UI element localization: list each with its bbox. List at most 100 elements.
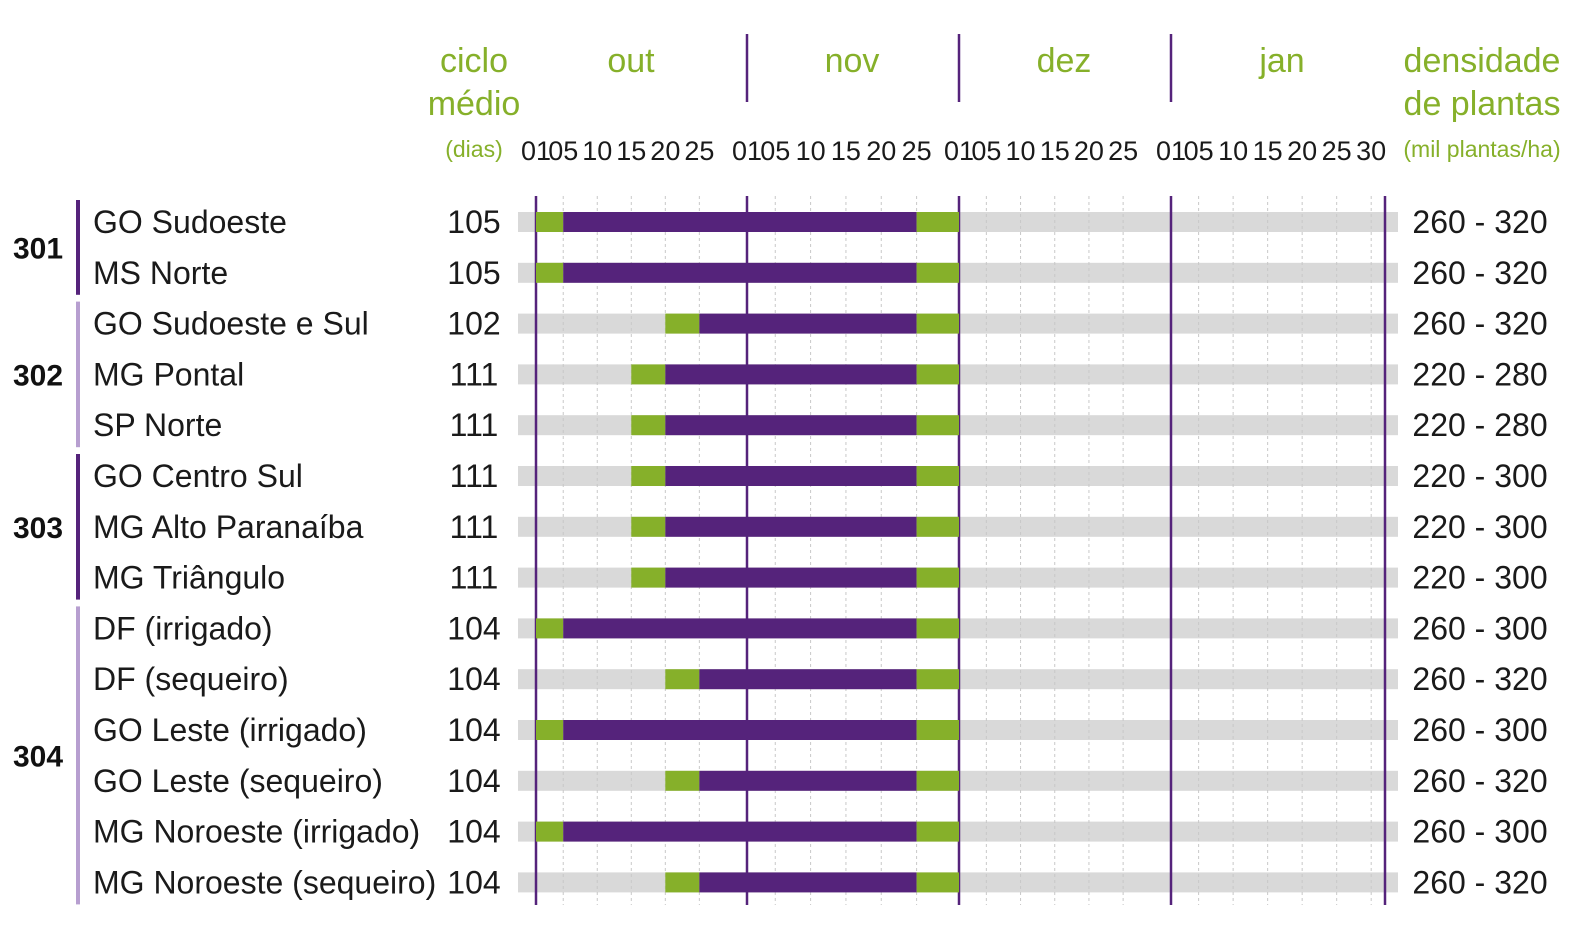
header-density-line1: densidade (1404, 42, 1561, 80)
day-tick-label: 05 (760, 136, 790, 166)
text-layer: ciclo médio (dias) densidade de plantas (mil … (13, 42, 1561, 905)
bar-layer (536, 212, 959, 893)
group-label: 302 (13, 359, 63, 392)
bar-tolerated-start (631, 516, 666, 537)
cycle-value: 104 (447, 814, 500, 850)
region-label: MG Noroeste (irrigado) (93, 814, 420, 850)
day-tick-label: 01 (521, 136, 551, 166)
cycle-value: 111 (450, 509, 499, 545)
cycle-value: 104 (447, 661, 500, 697)
day-tick-label: 15 (831, 136, 861, 166)
region-label: GO Leste (sequeiro) (93, 763, 383, 799)
day-tick-label: 01 (732, 136, 762, 166)
bar-tolerated-start (631, 415, 666, 436)
cycle-value: 105 (447, 204, 500, 240)
cycle-value: 104 (447, 864, 500, 900)
region-label: GO Leste (irrigado) (93, 712, 367, 748)
header-cycle-line2: médio (428, 85, 521, 123)
bar-tolerated-start (536, 262, 564, 283)
day-tick-label: 01 (944, 136, 974, 166)
day-tick-label: 10 (582, 136, 612, 166)
cycle-value: 105 (447, 255, 500, 291)
bar-optimal (563, 618, 917, 639)
density-value: 260 - 300 (1412, 610, 1547, 646)
day-tick-label: 15 (1253, 136, 1283, 166)
density-value: 260 - 320 (1412, 306, 1547, 342)
day-tick-label: 05 (1184, 136, 1214, 166)
day-tick-label: 01 (1156, 136, 1186, 166)
bar-optimal (665, 466, 917, 486)
region-label: GO Centro Sul (93, 458, 303, 494)
cycle-value: 111 (450, 356, 499, 392)
bar-tolerated-end (916, 770, 959, 791)
bar-tolerated-end (916, 466, 959, 486)
density-value: 260 - 300 (1412, 814, 1547, 850)
density-value: 220 - 300 (1412, 458, 1547, 494)
bar-optimal (699, 669, 917, 690)
bar-tolerated-end (916, 821, 959, 842)
bar-tolerated-end (916, 364, 959, 385)
bar-tolerated-start (665, 872, 700, 893)
group-label: 301 (13, 232, 63, 265)
header-density-line2: de plantas (1404, 85, 1561, 123)
month-label: jan (1258, 42, 1304, 80)
day-tick-label: 25 (1108, 136, 1138, 166)
bar-tolerated-end (916, 516, 959, 537)
bar-tolerated-end (916, 567, 959, 588)
bar-optimal (699, 872, 917, 893)
bar-tolerated-start (631, 466, 666, 486)
bar-tolerated-end (916, 212, 959, 232)
day-tick-label: 10 (796, 136, 826, 166)
group-bracket (76, 454, 80, 600)
bar-tolerated-start (665, 669, 700, 690)
bar-optimal (563, 262, 917, 283)
density-value: 260 - 320 (1412, 255, 1547, 291)
bar-tolerated-start (631, 364, 666, 385)
bar-tolerated-start (536, 720, 564, 740)
day-tick-label: 30 (1356, 136, 1386, 166)
region-label: MG Pontal (93, 356, 244, 392)
bar-tolerated-start (536, 821, 564, 842)
day-tick-label: 10 (1218, 136, 1248, 166)
group-label: 304 (13, 740, 63, 773)
bar-tolerated-end (916, 313, 959, 334)
density-value: 220 - 280 (1412, 407, 1547, 443)
bar-tolerated-end (916, 720, 959, 740)
density-value: 260 - 320 (1412, 763, 1547, 799)
day-tick-label: 25 (684, 136, 714, 166)
day-tick-label: 20 (866, 136, 896, 166)
bar-optimal (563, 212, 917, 232)
cycle-value: 111 (450, 560, 499, 596)
header-density-unit: (mil plantas/ha) (1403, 136, 1560, 162)
day-tick-label: 25 (1322, 136, 1352, 166)
header-cycle-unit: (dias) (445, 136, 503, 162)
density-value: 260 - 300 (1412, 712, 1547, 748)
cycle-value: 104 (447, 712, 500, 748)
bar-tolerated-start (536, 618, 564, 639)
day-tick-label: 10 (1006, 136, 1036, 166)
bar-tolerated-end (916, 262, 959, 283)
day-tick-label: 20 (1074, 136, 1104, 166)
bar-tolerated-end (916, 415, 959, 436)
bar-tolerated-start (665, 313, 700, 334)
cycle-value: 102 (447, 306, 500, 342)
bar-optimal (563, 821, 917, 842)
bar-tolerated-start (665, 770, 700, 791)
region-label: MG Noroeste (sequeiro) (93, 864, 436, 900)
density-value: 220 - 300 (1412, 509, 1547, 545)
group-bracket (76, 301, 80, 448)
day-tick-label: 25 (902, 136, 932, 166)
cycle-value: 111 (450, 407, 499, 443)
density-value: 220 - 300 (1412, 560, 1547, 596)
month-label: dez (1037, 42, 1092, 80)
region-label: DF (sequeiro) (93, 661, 289, 697)
bar-optimal (665, 415, 917, 436)
bar-optimal (665, 364, 917, 385)
header-cycle-line1: ciclo (440, 42, 508, 80)
day-tick-label: 05 (548, 136, 578, 166)
region-label: MG Triângulo (93, 560, 285, 596)
cycle-value: 104 (447, 763, 500, 799)
day-tick-label: 15 (1040, 136, 1070, 166)
bar-tolerated-end (916, 618, 959, 639)
density-value: 260 - 320 (1412, 864, 1547, 900)
